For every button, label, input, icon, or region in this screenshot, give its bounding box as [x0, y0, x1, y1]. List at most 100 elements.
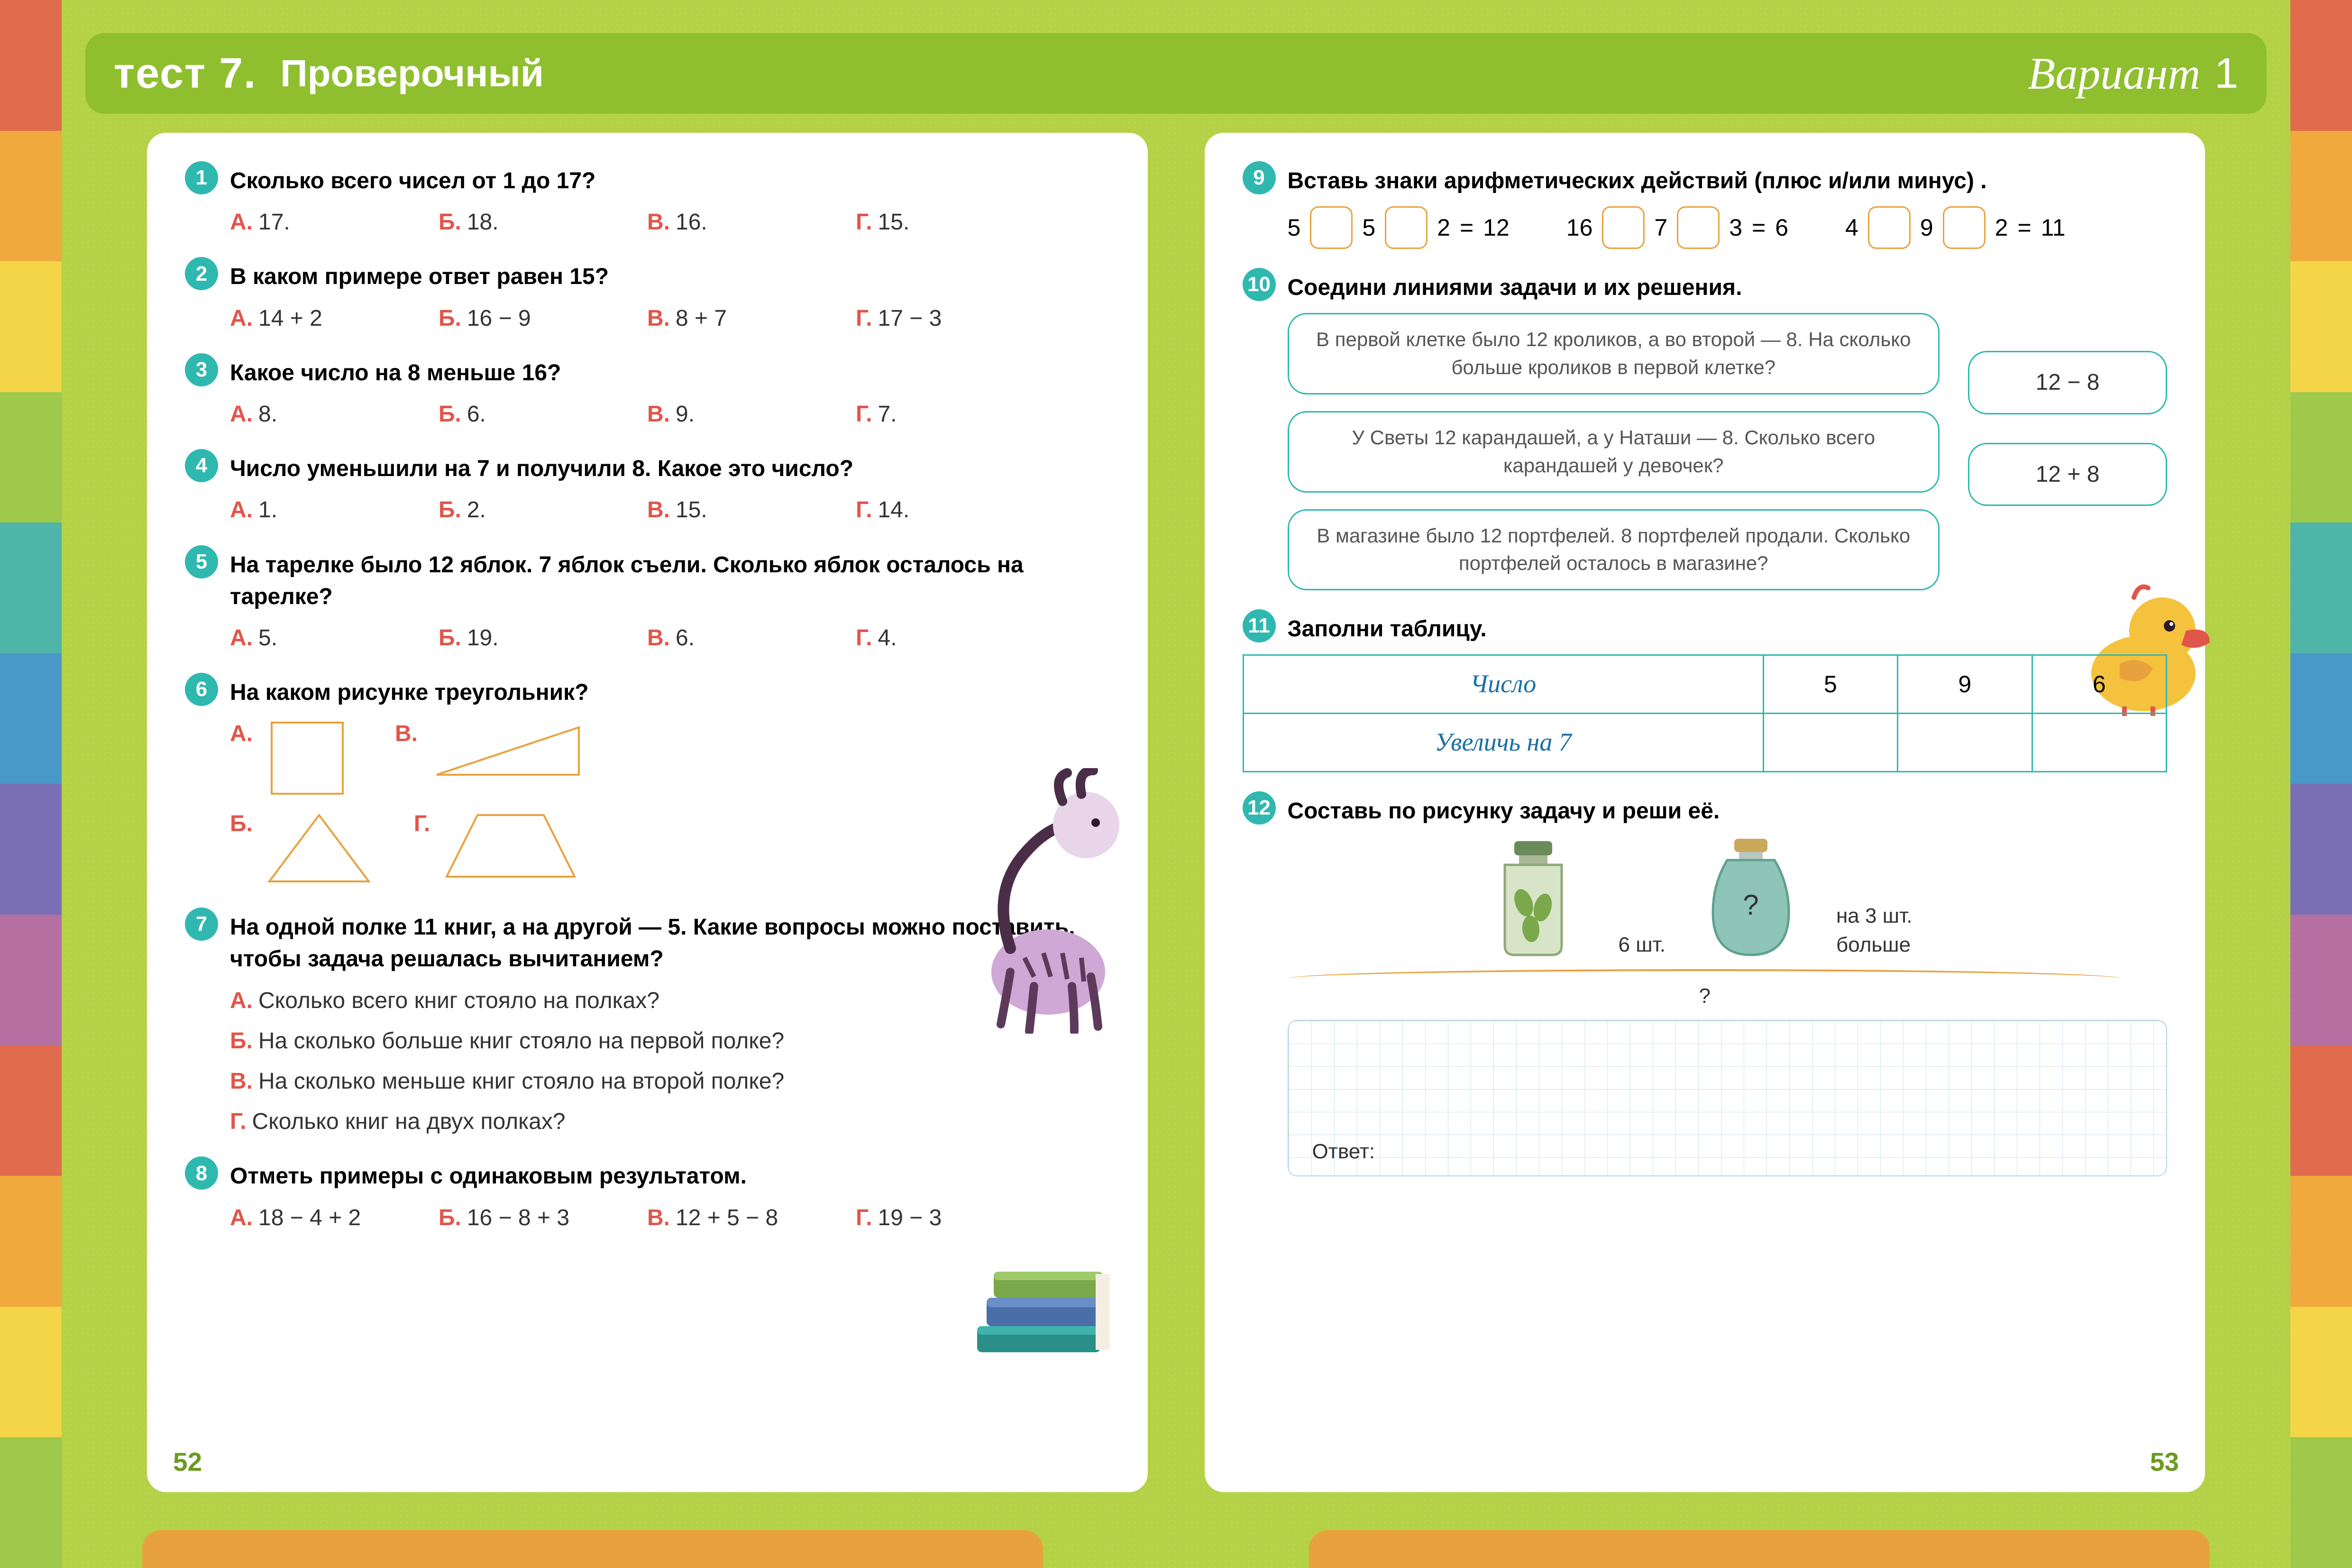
- operator-box[interactable]: [1310, 206, 1353, 249]
- option[interactable]: Б.19.: [439, 622, 619, 654]
- option[interactable]: Г.7.: [856, 398, 1036, 430]
- answer-grid[interactable]: Ответ:: [1288, 1020, 2168, 1176]
- footer-bar-left: [142, 1530, 1043, 1568]
- option[interactable]: А.5.: [230, 622, 410, 654]
- task-bubble[interactable]: В первой клетке было 12 кроликов, а во в…: [1288, 313, 1940, 394]
- badge-6: 6: [185, 673, 218, 706]
- option[interactable]: Б.16 − 8 + 3: [439, 1202, 619, 1234]
- option-text: 15.: [676, 494, 707, 526]
- option-letter: Г.: [856, 398, 872, 430]
- option-letter: А.: [230, 718, 253, 750]
- operator-box[interactable]: [1868, 206, 1911, 249]
- eq-token: 7: [1654, 211, 1667, 244]
- page-number-left: 52: [173, 1444, 202, 1480]
- option[interactable]: Г.15.: [856, 206, 1036, 238]
- option-letter: Б.: [230, 1025, 253, 1057]
- option[interactable]: Б.16 − 9: [439, 303, 619, 334]
- option[interactable]: Б.6.: [439, 398, 619, 430]
- operator-box[interactable]: [1943, 206, 1986, 249]
- books-illustration: [968, 1265, 1119, 1369]
- option-text: 12 + 5 − 8: [676, 1202, 778, 1234]
- option[interactable]: В.8 + 7: [647, 303, 827, 334]
- page-right: 9 Вставь знаки арифметических действий (…: [1205, 133, 2206, 1492]
- table-cell-empty[interactable]: [1763, 713, 1897, 771]
- brace-icon: [1288, 969, 2123, 979]
- option-letter: Б.: [439, 1202, 461, 1234]
- badge-8: 8: [185, 1156, 218, 1190]
- q12-text: Составь по рисунку задачу и реши её.: [1288, 791, 1720, 827]
- option[interactable]: В.9.: [647, 398, 827, 430]
- eq-token: 16: [1566, 211, 1593, 244]
- option-letter: В.: [647, 303, 670, 334]
- option[interactable]: Г.17 − 3: [856, 303, 1036, 334]
- eq-token: 3: [1729, 211, 1742, 244]
- option[interactable]: В.12 + 5 − 8: [647, 1202, 827, 1234]
- option[interactable]: Г.19 − 3: [856, 1202, 1036, 1234]
- table-label-1: Число: [1243, 655, 1763, 714]
- answer-bubble[interactable]: 12 − 8: [1968, 351, 2167, 414]
- shape-option[interactable]: Б.: [230, 808, 376, 889]
- question-4: 4Число уменьшили на 7 и получили 8. Како…: [185, 449, 1110, 526]
- option[interactable]: Б.18.: [439, 206, 619, 238]
- eq-token: 6: [1775, 211, 1788, 244]
- option[interactable]: В.16.: [647, 206, 827, 238]
- table-cell-empty[interactable]: [1898, 713, 2032, 771]
- option-letter: Г.: [230, 1106, 247, 1137]
- option[interactable]: В.На сколько меньше книг стояло на второ…: [230, 1065, 1110, 1097]
- eq-token: =: [1752, 211, 1766, 244]
- q7-text: На одной полке 11 книг, а на другой — 5.…: [230, 908, 1110, 975]
- svg-text:?: ?: [1743, 889, 1758, 921]
- badge-3: 3: [185, 353, 218, 386]
- option-letter: А.: [230, 985, 253, 1017]
- option[interactable]: А.18 − 4 + 2: [230, 1202, 410, 1234]
- option-text: Сколько всего книг стояло на полках?: [258, 985, 659, 1017]
- q5-text: На тарелке было 12 яблок. 7 яблок съели.…: [230, 545, 1110, 613]
- question-2: 2В каком примере ответ равен 15?А.14 + 2…: [185, 257, 1110, 334]
- option[interactable]: А.14 + 2: [230, 303, 410, 334]
- option-letter: Б.: [439, 206, 461, 238]
- answer-bubble[interactable]: 12 + 8: [1968, 443, 2167, 506]
- page-number-right: 53: [2150, 1444, 2179, 1480]
- operator-box[interactable]: [1677, 206, 1720, 249]
- option-letter: А.: [230, 206, 253, 238]
- option[interactable]: В.6.: [647, 622, 827, 654]
- question-3: 3 Какое число на 8 меньше 16? А.8. Б.6. В.9.…: [185, 353, 1110, 430]
- operator-box[interactable]: [1602, 206, 1645, 249]
- eq-token: 2: [1995, 211, 2008, 244]
- question-8: 8Отметь примеры с одинаковым результатом…: [185, 1156, 1110, 1233]
- table-cell-empty[interactable]: [2032, 713, 2166, 771]
- option[interactable]: А.8.: [230, 398, 410, 430]
- question-10: 10 Соедини линиями задачи и их решения. …: [1243, 268, 2168, 590]
- shape-option[interactable]: А.: [230, 718, 357, 798]
- shape-option[interactable]: В.: [395, 718, 588, 798]
- option-letter: Б.: [439, 398, 461, 430]
- option-letter: А.: [230, 622, 253, 654]
- eq-token: 9: [1920, 211, 1933, 244]
- option-text: 9.: [676, 398, 695, 430]
- operator-box[interactable]: [1385, 206, 1428, 249]
- jar2-label: на 3 шт. больше: [1836, 901, 1969, 960]
- option-text: 16 − 9: [467, 303, 531, 334]
- option[interactable]: А.17.: [230, 206, 410, 238]
- badge-12: 12: [1243, 791, 1276, 825]
- option[interactable]: Г.4.: [856, 622, 1036, 654]
- option[interactable]: Б.2.: [439, 494, 619, 526]
- option[interactable]: В.15.: [647, 494, 827, 526]
- option[interactable]: Г.Сколько книг на двух полках?: [230, 1106, 1110, 1137]
- question-7: 7На одной полке 11 книг, а на другой — 5…: [185, 908, 1110, 1137]
- option[interactable]: А.Сколько всего книг стояло на полках?: [230, 985, 1110, 1017]
- eq-token: 4: [1845, 211, 1858, 244]
- table-label-2: Увеличь на 7: [1243, 713, 1763, 771]
- task-bubble[interactable]: У Светы 12 карандашей, а у Наташи — 8. С…: [1288, 411, 1940, 493]
- eq-token: =: [2017, 211, 2031, 244]
- option[interactable]: Б.На сколько больше книг стояло на перво…: [230, 1025, 1110, 1057]
- q3-text: Какое число на 8 меньше 16?: [230, 353, 561, 389]
- option[interactable]: А.1.: [230, 494, 410, 526]
- task-bubble[interactable]: В магазине было 12 портфелей. 8 портфеле…: [1288, 509, 1940, 591]
- shape-option[interactable]: Г.: [414, 808, 582, 889]
- option-letter: Г.: [414, 808, 430, 840]
- badge-1: 1: [185, 161, 218, 194]
- fill-table[interactable]: Число 5 9 6 Увеличь на 7: [1243, 654, 2168, 772]
- option-text: 6.: [676, 622, 695, 654]
- option[interactable]: Г.14.: [856, 494, 1036, 526]
